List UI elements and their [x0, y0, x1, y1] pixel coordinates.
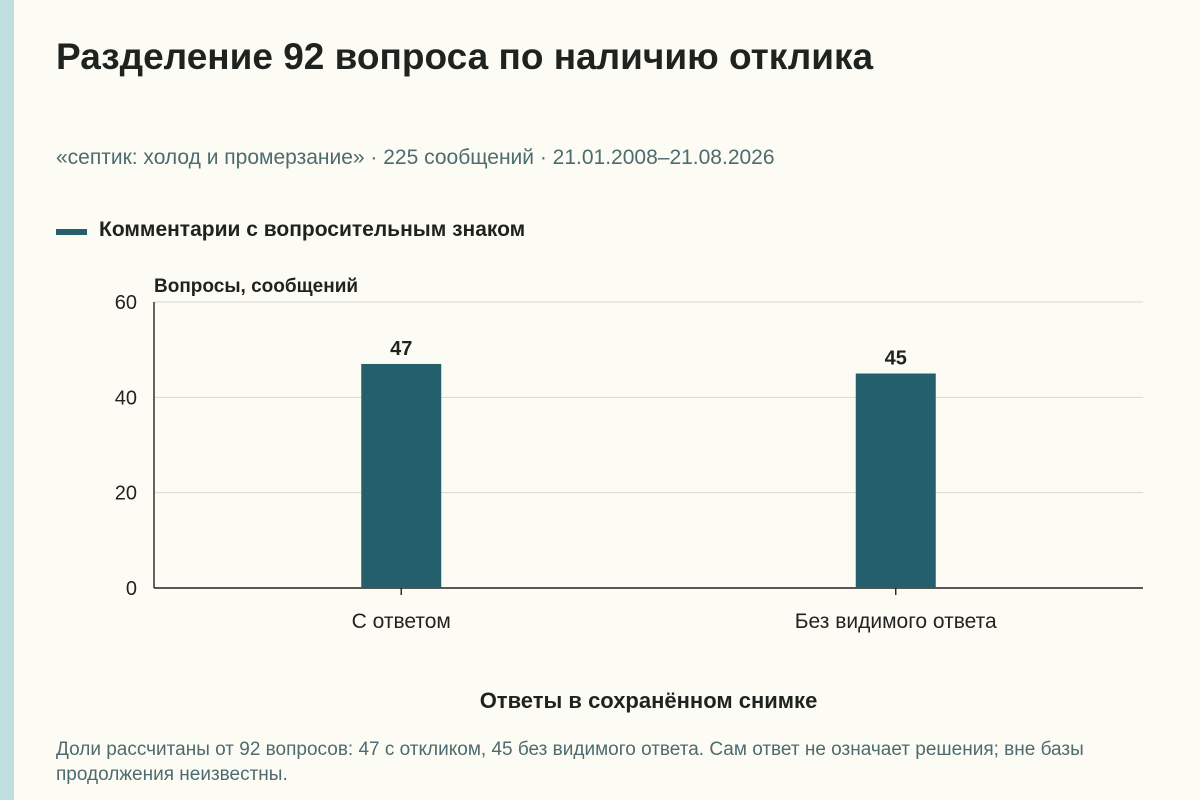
y-tick-label: 20: [115, 483, 137, 505]
x-tick-label: С ответом: [352, 610, 451, 633]
chart-title: Разделение 92 вопроса по наличию отклика: [56, 36, 874, 77]
y-tick-label: 60: [115, 292, 137, 314]
bar-data-label: 45: [885, 348, 907, 370]
footnote: Доли рассчитаны от 92 вопросов: 47 с отк…: [56, 739, 1084, 785]
y-tick-label: 40: [115, 387, 137, 409]
x-tick-label: Без видимого ответа: [795, 610, 997, 633]
legend: Комментарии с вопросительным знаком: [56, 218, 525, 242]
bar-2: [855, 373, 936, 588]
chart-subtitle: «септик: холод и промерзание» · 225 сооб…: [56, 146, 775, 169]
y-tick-label: 0: [126, 578, 137, 600]
y-axis-label: Вопросы, сообщений: [154, 276, 358, 297]
legend-label: Комментарии с вопросительным знаком: [99, 218, 526, 241]
left-accent-stripe: [0, 0, 14, 800]
legend-swatch: [56, 229, 87, 235]
bar-1: [361, 363, 442, 588]
bar-data-label: 47: [390, 338, 412, 360]
x-axis-label: Ответы в сохранённом снимке: [480, 688, 818, 713]
